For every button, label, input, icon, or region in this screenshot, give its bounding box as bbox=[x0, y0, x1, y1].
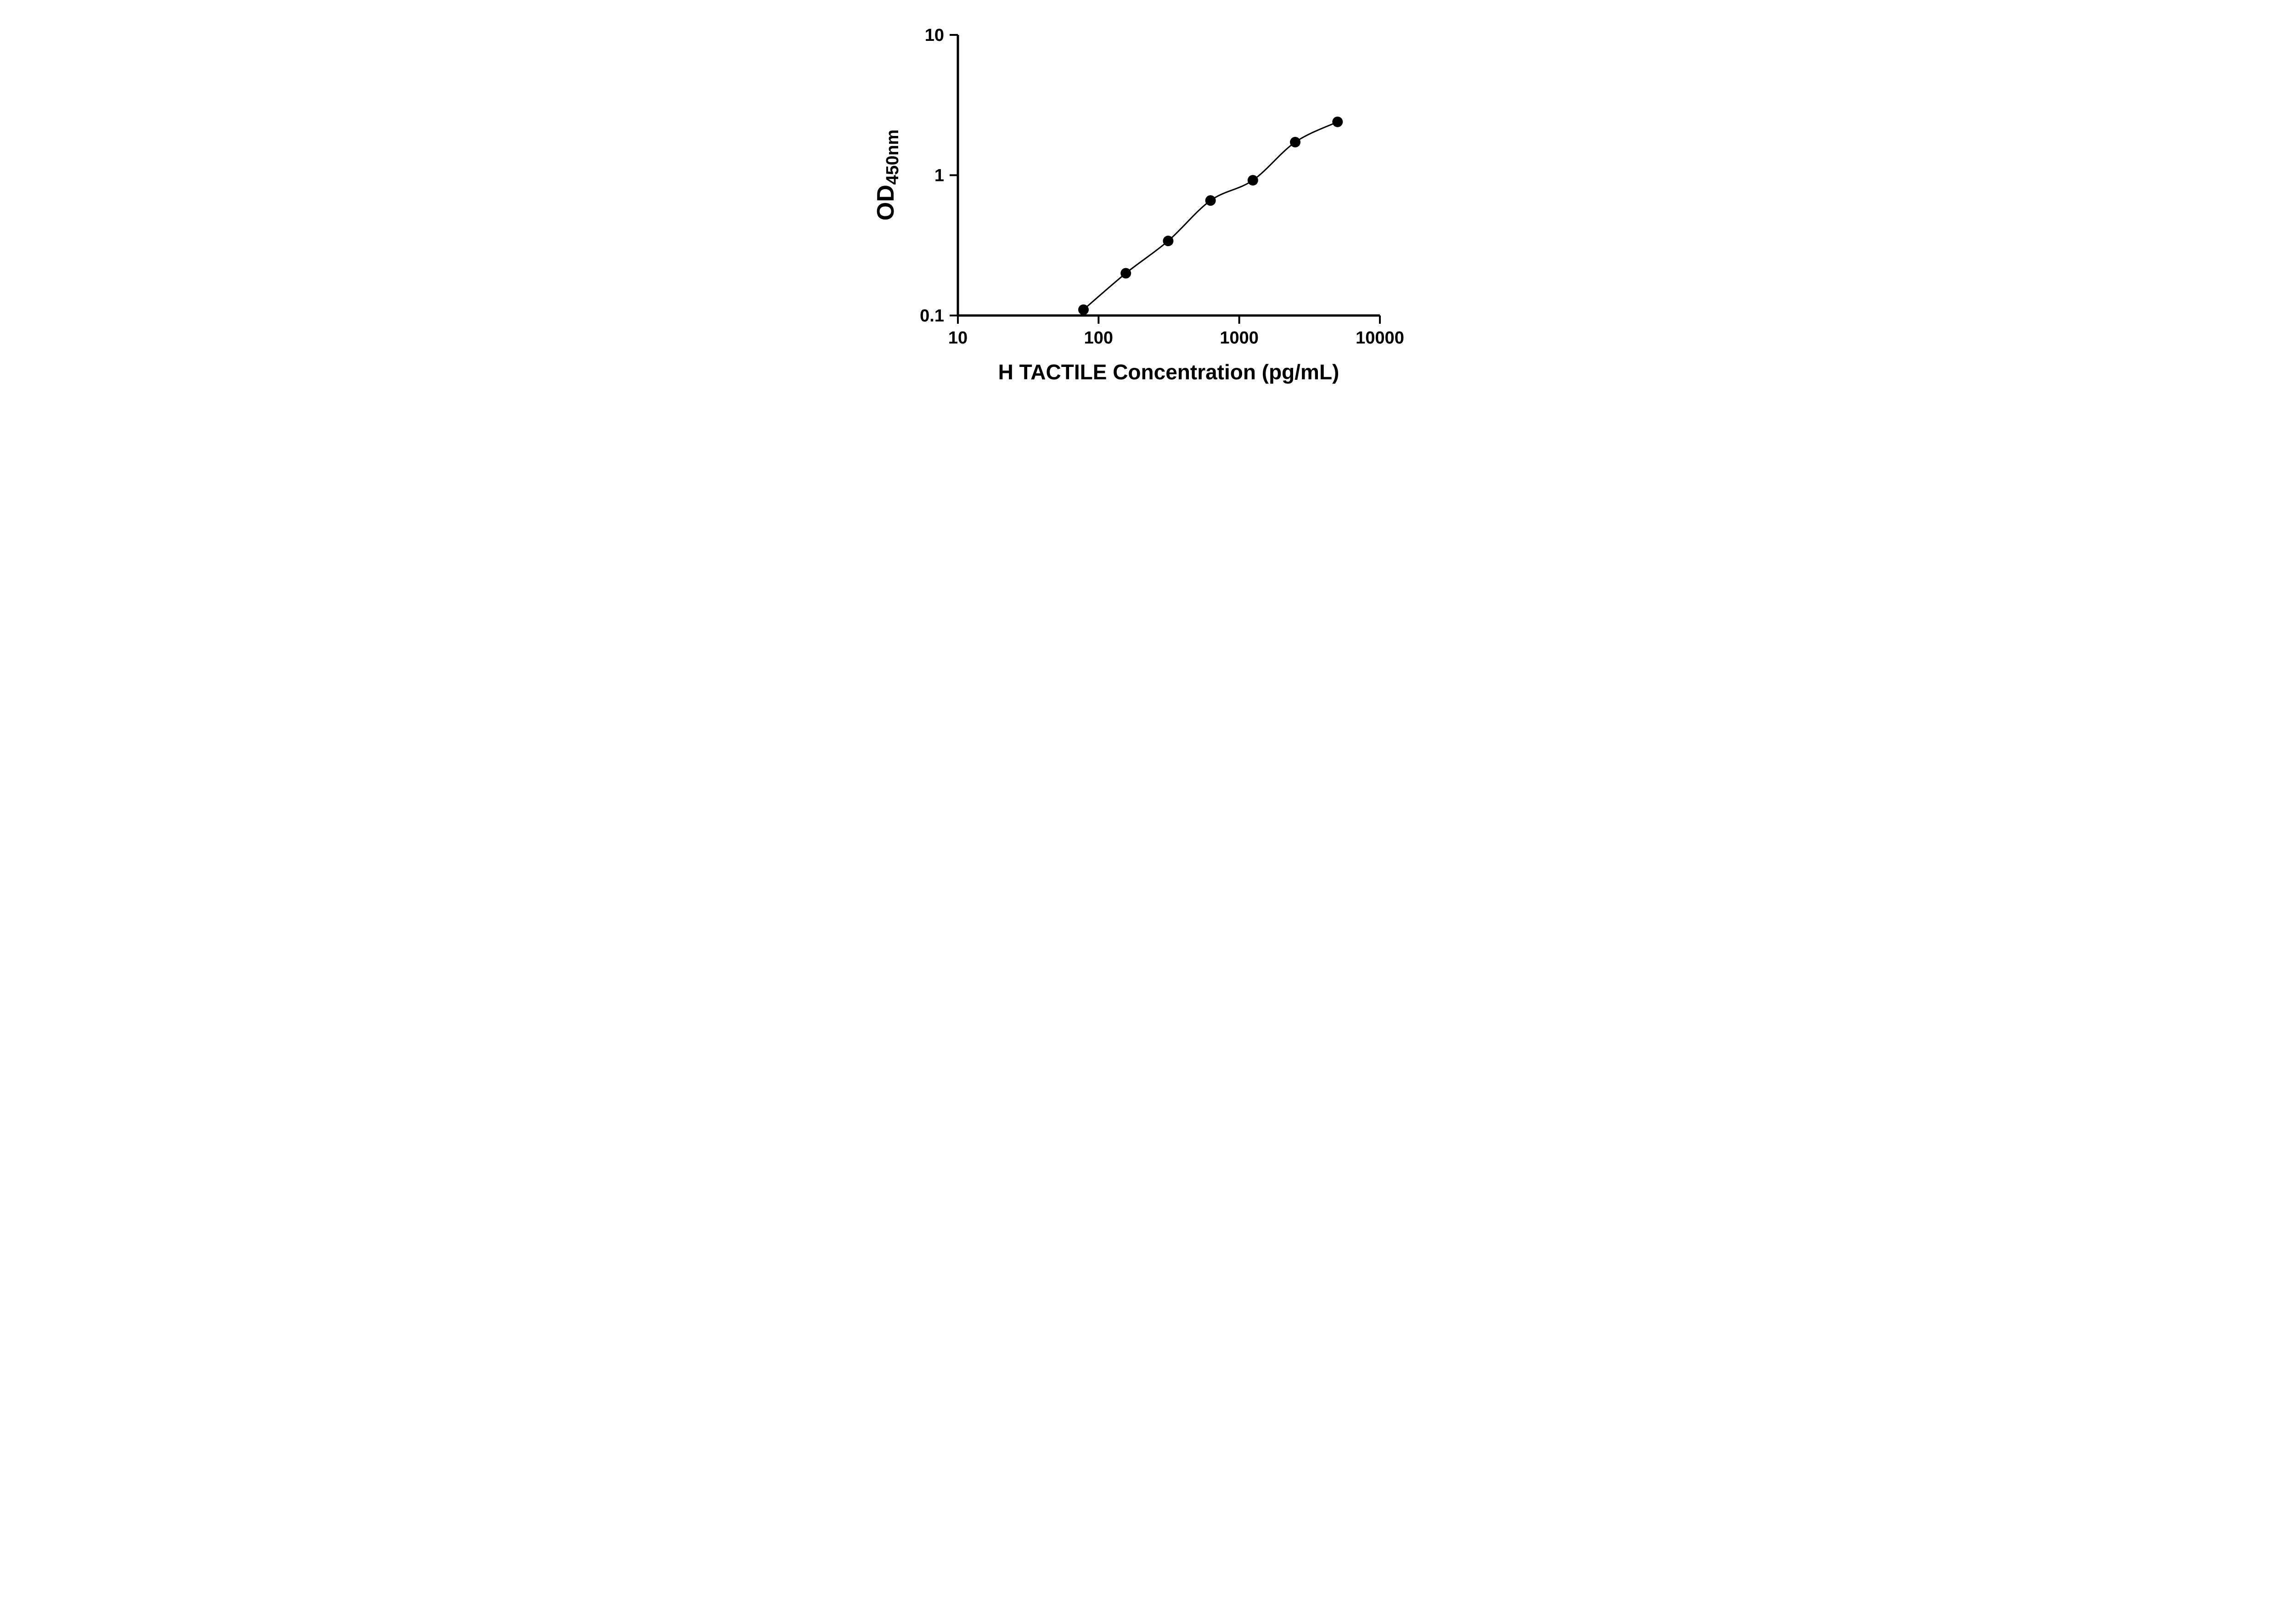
axes: 10 100 1000 10000 10 1 0.1 bbox=[920, 26, 1404, 348]
data-point bbox=[1120, 268, 1131, 279]
data-point bbox=[1247, 175, 1258, 186]
y-axis-tick-label: 1 bbox=[934, 166, 944, 186]
data-point bbox=[1205, 195, 1216, 206]
data-point bbox=[1078, 304, 1089, 315]
data-point bbox=[1290, 137, 1301, 148]
x-axis-tick-label: 10000 bbox=[1356, 328, 1404, 348]
data-point bbox=[1163, 236, 1174, 247]
data-points-group bbox=[1078, 116, 1343, 315]
y-axis-tick-label: 0.1 bbox=[920, 306, 944, 326]
x-axis-title: H TACTILE Concentration (pg/mL) bbox=[998, 360, 1339, 384]
elisa-standard-curve-figure: 10 100 1000 10000 10 1 0.1 H TACTILE Concentra… bbox=[858, 0, 1438, 406]
y-axis-tick-label: 10 bbox=[925, 26, 944, 45]
elisa-standard-curve-chart: 10 100 1000 10000 10 1 0.1 H TACTILE Concentra… bbox=[872, 26, 1404, 384]
y-axis-title: OD450nm bbox=[872, 130, 902, 220]
y-axis-title-main: OD bbox=[872, 185, 899, 220]
fit-curve bbox=[1083, 121, 1338, 310]
fit-curve-group bbox=[1083, 121, 1338, 310]
data-point bbox=[1332, 116, 1343, 127]
x-axis-tick-label: 1000 bbox=[1220, 328, 1259, 348]
y-axis-title-sub: 450nm bbox=[883, 130, 902, 185]
x-axis-tick-label: 10 bbox=[948, 328, 968, 348]
axis-lines bbox=[957, 35, 1380, 317]
x-axis-tick-label: 100 bbox=[1084, 328, 1113, 348]
